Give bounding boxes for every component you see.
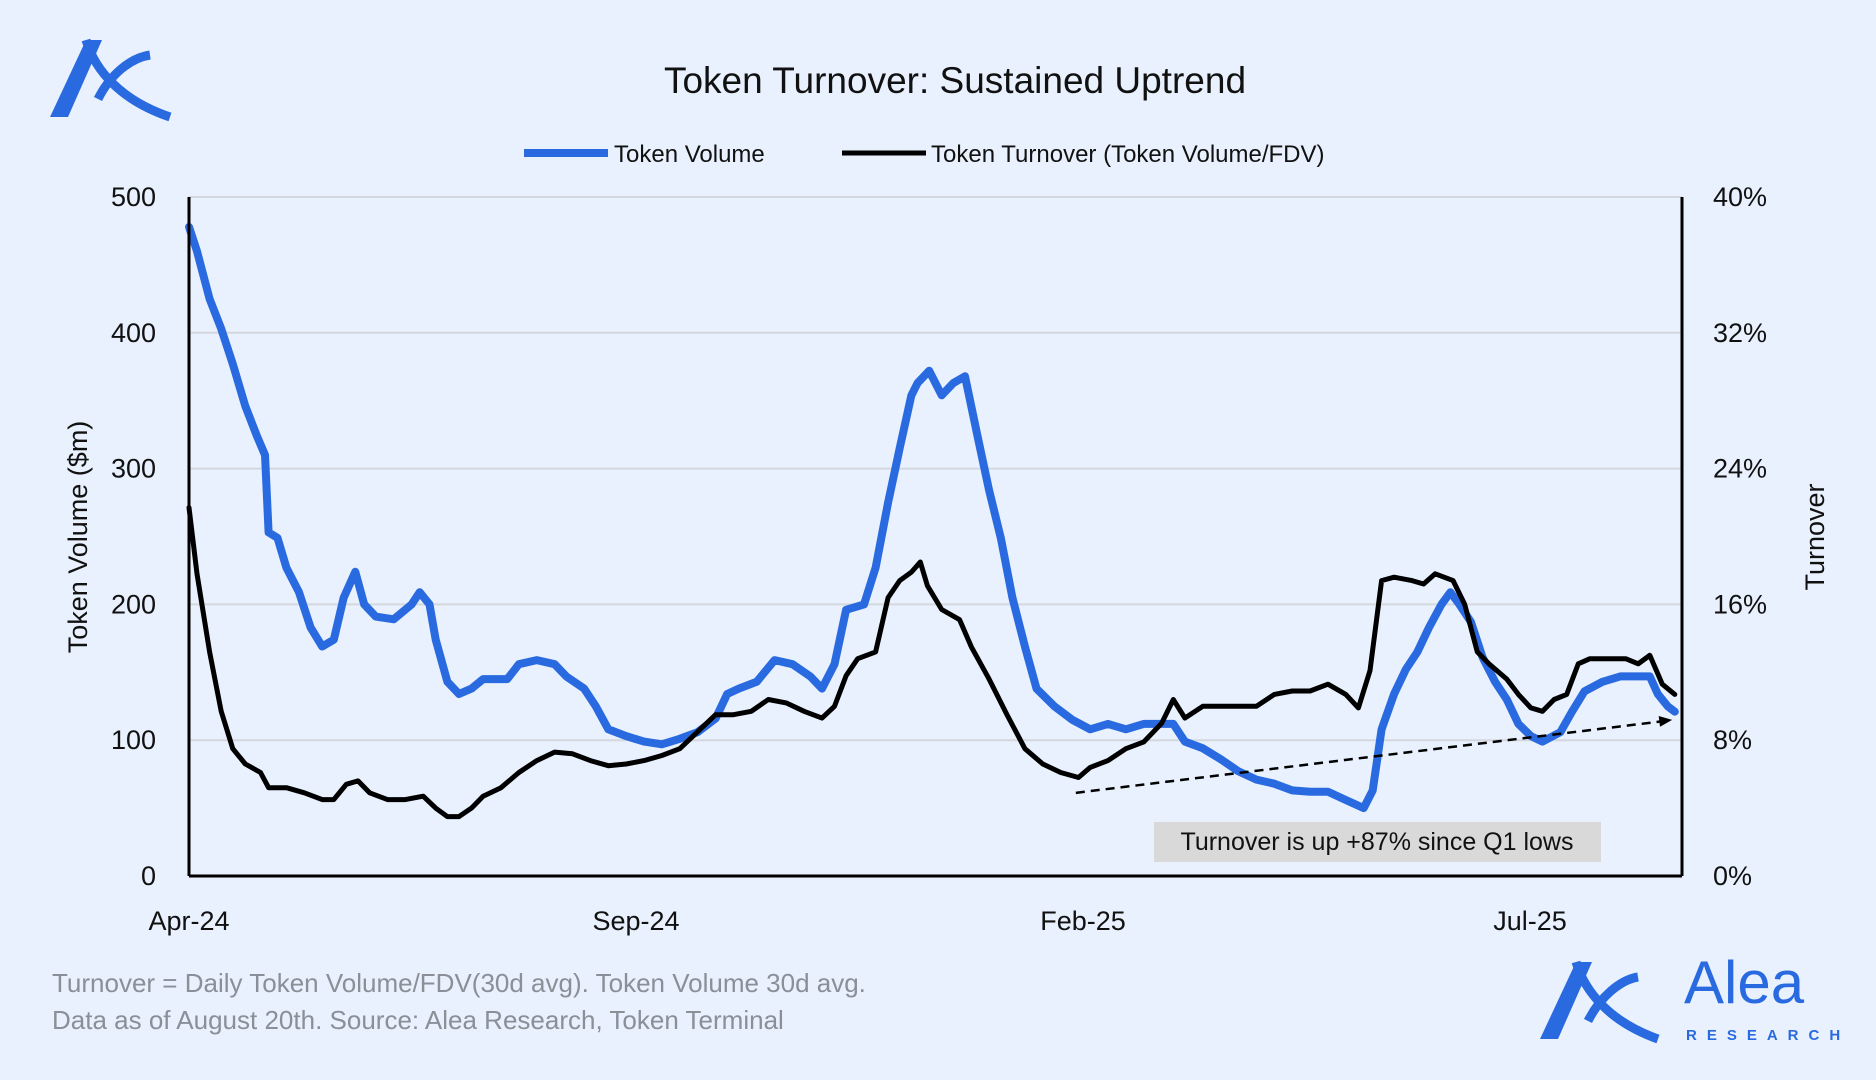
alea-research-brand: Alea RESEARCH — [1540, 949, 1850, 1044]
y2-tick-label: 24% — [1713, 454, 1767, 484]
brand-name: Alea — [1684, 949, 1805, 1016]
annotation-box: Turnover is up +87% since Q1 lows — [1154, 822, 1601, 862]
alea-logo-icon — [50, 38, 172, 122]
annotation-text: Turnover is up +87% since Q1 lows — [1180, 828, 1573, 856]
y2-tick-label: 0% — [1713, 861, 1752, 891]
x-tick-label: Jul-25 — [1493, 906, 1567, 936]
trend-arrow-head-icon — [1658, 715, 1673, 727]
y2-axis-ticks: 0% 8% 16% 24% 32% 40% — [1713, 182, 1767, 891]
y-tick-label: 100 — [111, 725, 156, 755]
alea-logo-icon — [1540, 960, 1660, 1044]
y-axis-title: Token Volume ($m) — [63, 421, 93, 654]
legend: Token Volume Token Turnover (Token Volum… — [524, 141, 1325, 168]
series-line-token-turnover — [186, 505, 1678, 820]
y2-tick-label: 40% — [1713, 182, 1767, 212]
y2-tick-label: 32% — [1713, 318, 1767, 348]
series-line-token-volume — [185, 222, 1679, 813]
trend-arrow — [1075, 715, 1673, 795]
y-tick-label: 300 — [111, 454, 156, 484]
footer-line-1: Turnover = Daily Token Volume/FDV(30d av… — [52, 968, 866, 998]
trend-arrow-line — [1075, 719, 1667, 795]
y-tick-label: 500 — [111, 182, 156, 212]
y2-axis-title: Turnover — [1800, 483, 1830, 590]
y2-tick-label: 8% — [1713, 725, 1752, 755]
x-tick-label: Apr-24 — [148, 906, 229, 936]
y-tick-label: 0 — [141, 861, 156, 891]
y2-tick-label: 16% — [1713, 589, 1767, 619]
series-lines — [185, 222, 1679, 820]
brand-sub: RESEARCH — [1686, 1027, 1850, 1044]
legend-label-volume: Token Volume — [614, 141, 765, 168]
x-tick-label: Sep-24 — [592, 906, 679, 936]
y-tick-label: 400 — [111, 318, 156, 348]
chart-title: Token Turnover: Sustained Uptrend — [664, 60, 1246, 101]
x-axis-ticks: Apr-24 Sep-24 Feb-25 Jul-25 — [148, 906, 1566, 936]
y-tick-label: 200 — [111, 589, 156, 619]
y-axis-ticks: 0 100 200 300 400 500 — [111, 182, 156, 891]
footer-line-2: Data as of August 20th. Source: Alea Res… — [52, 1005, 784, 1035]
gridlines — [189, 196, 1682, 742]
legend-label-turnover: Token Turnover (Token Volume/FDV) — [931, 141, 1325, 168]
x-tick-label: Feb-25 — [1040, 906, 1126, 936]
